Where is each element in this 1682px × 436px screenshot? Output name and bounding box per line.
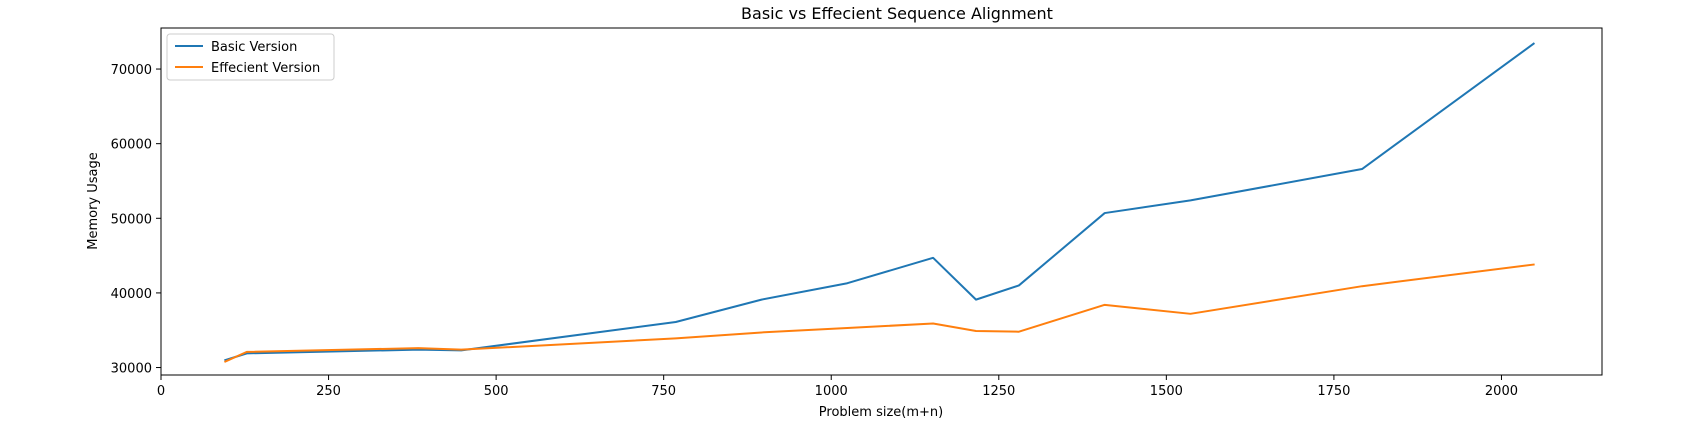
x-axis: 0 250 500 750 1000 1250 1500 1750 2000 [157,375,1518,399]
legend-label-basic: Basic Version [211,40,297,55]
x-tick-label: 0 [157,384,165,399]
x-axis-label: Problem size(m+n) [819,405,943,420]
legend: Basic Version Effecient Version [166,33,335,81]
y-tick-label: 60000 [111,138,152,153]
y-tick-label: 50000 [111,212,152,227]
y-axis: 30000 40000 50000 60000 70000 [111,63,161,377]
x-tick-label: 1000 [815,384,848,399]
y-axis-label: Memory Usage [86,152,101,250]
y-tick-label: 30000 [111,362,152,377]
x-tick-label: 250 [316,384,341,399]
legend-label-effecient: Effecient Version [211,61,320,76]
x-tick-label: 1250 [982,384,1015,399]
chart-title: Basic vs Effecient Sequence Alignment [741,4,1053,23]
y-tick-label: 40000 [111,287,152,302]
legend-box [166,33,335,81]
y-tick-label: 70000 [111,63,152,78]
x-tick-label: 500 [484,384,509,399]
x-tick-label: 1750 [1317,384,1350,399]
plot-area [161,28,1602,375]
x-tick-label: 2000 [1485,384,1518,399]
series-line-1 [224,263,1535,363]
x-tick-label: 1500 [1150,384,1183,399]
plot-frame [160,27,1603,376]
series-layer [224,42,1536,363]
x-tick-label: 750 [651,384,676,399]
series-line-0 [224,42,1536,362]
